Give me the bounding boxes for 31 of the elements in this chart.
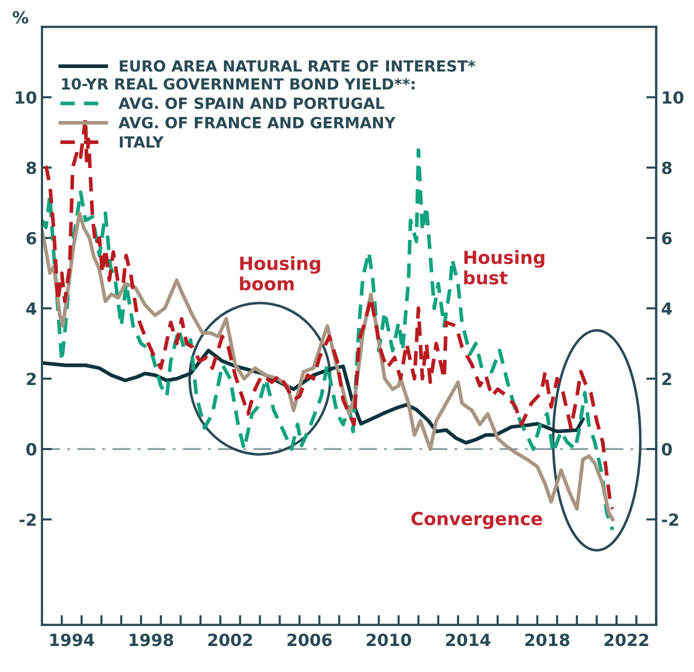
y-axis-title: % xyxy=(12,11,28,24)
x-tick-label: 2002 xyxy=(208,634,252,646)
y2-tick-label: 6 xyxy=(662,232,672,245)
x-tick-label: 2014 xyxy=(446,634,490,646)
legend-label: EURO AREA NATURAL RATE OF INTEREST* xyxy=(120,60,476,72)
y2-tick-label: 4 xyxy=(662,302,672,315)
x-tick-label: 2018 xyxy=(525,634,570,646)
y2-tick-label: 0 xyxy=(662,443,672,456)
y-tick-label: 2 xyxy=(26,372,36,386)
y-tick-label: 6 xyxy=(26,232,36,245)
x-tick-label: 2010 xyxy=(366,634,412,646)
y2-tick-label: 2 xyxy=(662,372,672,386)
y2-tick-label: 10 xyxy=(662,91,684,104)
y2-tick-label: 8 xyxy=(662,162,672,174)
annotation: Convergence xyxy=(411,512,542,530)
y-tick-label: 8 xyxy=(26,162,36,174)
y-tick-label: 0 xyxy=(26,443,36,456)
y2-tick-label: -2 xyxy=(662,513,678,526)
x-tick-label: 2006 xyxy=(288,634,332,646)
annotation: Housing boom xyxy=(240,256,320,290)
x-tick-label: 2022 xyxy=(604,634,648,646)
x-tick-label: 1998 xyxy=(130,634,174,646)
y-tick-label: -2 xyxy=(20,513,36,526)
legend-label: ITALY xyxy=(120,136,164,148)
y-tick-label: 10 xyxy=(16,91,36,104)
x-tick-label: 1994 xyxy=(50,634,94,646)
y-tick-label: 4 xyxy=(26,302,36,315)
annotation: Housing bust xyxy=(464,250,544,285)
legend-label: AVG. OF FRANCE AND GERMANY xyxy=(118,116,396,128)
legend-label: AVG. OF SPAIN AND PORTUGAL xyxy=(118,97,384,110)
legend-title: 10-YR REAL GOVERNMENT BOND YIELD**: xyxy=(62,78,414,90)
